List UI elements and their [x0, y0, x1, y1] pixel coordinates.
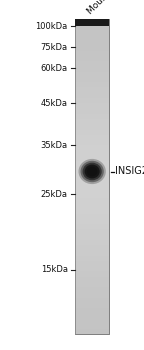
Bar: [75, 245, 109, 250]
Bar: [75, 119, 109, 124]
Text: Mouse kidney: Mouse kidney: [86, 0, 136, 16]
Bar: [75, 19, 109, 25]
Bar: [75, 88, 109, 93]
Text: 35kDa: 35kDa: [41, 141, 68, 150]
Text: 15kDa: 15kDa: [41, 265, 68, 274]
Ellipse shape: [80, 161, 104, 182]
Bar: [75, 108, 109, 114]
Ellipse shape: [78, 159, 106, 184]
Text: 25kDa: 25kDa: [41, 190, 68, 199]
Bar: [75, 56, 109, 61]
Bar: [75, 234, 109, 240]
Bar: [75, 303, 109, 308]
Bar: [75, 161, 109, 166]
Bar: [75, 219, 109, 224]
Bar: [75, 35, 109, 40]
Bar: [75, 77, 109, 82]
Text: 100kDa: 100kDa: [35, 22, 68, 31]
Text: 75kDa: 75kDa: [41, 43, 68, 52]
Bar: [75, 172, 109, 177]
Bar: [75, 324, 109, 329]
Bar: [75, 40, 109, 46]
Bar: [75, 298, 109, 303]
Bar: [75, 318, 109, 324]
Bar: [75, 51, 109, 56]
Bar: [75, 114, 109, 119]
Bar: [75, 19, 109, 26]
Bar: [75, 145, 109, 150]
Bar: [75, 313, 109, 318]
Bar: [75, 30, 109, 35]
Bar: [75, 276, 109, 282]
Bar: [75, 282, 109, 287]
Bar: [75, 198, 109, 203]
Bar: [75, 66, 109, 72]
Bar: [75, 308, 109, 313]
Bar: [75, 187, 109, 192]
Bar: [75, 261, 109, 266]
Bar: [75, 166, 109, 172]
Bar: [75, 214, 109, 219]
Bar: [75, 287, 109, 292]
Ellipse shape: [83, 163, 102, 180]
Bar: [75, 329, 109, 334]
Bar: [75, 98, 109, 103]
Bar: [75, 19, 109, 334]
Bar: [75, 124, 109, 130]
Text: 60kDa: 60kDa: [41, 64, 68, 73]
Bar: [75, 203, 109, 208]
Ellipse shape: [85, 164, 100, 178]
Bar: [75, 135, 109, 140]
Bar: [75, 182, 109, 187]
Bar: [75, 292, 109, 298]
Bar: [75, 177, 109, 182]
Bar: [75, 61, 109, 66]
Bar: [75, 130, 109, 135]
Bar: [75, 46, 109, 51]
Bar: [75, 19, 109, 334]
Text: 45kDa: 45kDa: [41, 99, 68, 108]
Ellipse shape: [87, 167, 97, 176]
Bar: [75, 25, 109, 30]
Bar: [75, 150, 109, 156]
Bar: [75, 156, 109, 161]
Bar: [75, 72, 109, 77]
Bar: [75, 229, 109, 234]
Bar: [75, 250, 109, 256]
Bar: [75, 266, 109, 271]
Bar: [75, 240, 109, 245]
Bar: [75, 103, 109, 108]
Bar: [75, 82, 109, 88]
Bar: [75, 224, 109, 229]
Bar: [75, 140, 109, 145]
Text: INSIG2: INSIG2: [115, 167, 144, 176]
Bar: [75, 271, 109, 276]
Bar: [75, 193, 109, 198]
Bar: [75, 208, 109, 214]
Bar: [75, 256, 109, 261]
Bar: [75, 93, 109, 98]
